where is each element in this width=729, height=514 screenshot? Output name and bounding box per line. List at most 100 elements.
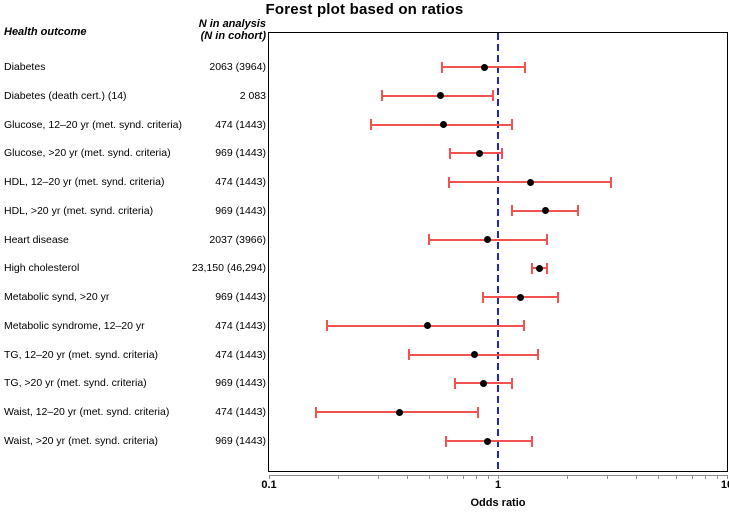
ci-cap-high — [523, 61, 526, 73]
point-estimate — [536, 264, 544, 272]
n-in-analysis-value: 969 (1443) — [215, 435, 266, 447]
ci-cap-low — [314, 406, 317, 418]
ci-cap-high — [577, 205, 580, 217]
x-axis-tick — [406, 475, 408, 479]
x-axis-tick — [607, 475, 609, 479]
x-axis-tick — [716, 475, 718, 479]
outcome-label: HDL, 12–20 yr (met. synd. criteria) — [4, 176, 165, 189]
x-axis-tick — [566, 475, 568, 479]
point-estimate — [480, 63, 488, 71]
ci-cap-high — [523, 320, 526, 332]
ci-cap-low — [408, 349, 411, 361]
point-estimate — [440, 121, 448, 129]
ci-cap-high — [491, 90, 494, 102]
ci-cap-low — [370, 119, 373, 131]
outcome-label: Metabolic syndrome, 12–20 yr — [4, 319, 145, 332]
n-in-analysis-value: 2 083 — [239, 89, 266, 102]
n-in-analysis-value: 474 (1443) — [215, 118, 266, 131]
outcome-label: Diabetes (death cert.) (14) — [4, 89, 127, 102]
x-axis-tick — [498, 475, 499, 479]
x-axis-title: Odds ratio — [470, 497, 526, 509]
x-axis-tick — [487, 475, 489, 479]
outcome-label: Waist, >20 yr (met. synd. criteria) — [4, 435, 158, 447]
outcome-label: Heart disease — [4, 233, 69, 246]
ci-cap-high — [546, 262, 549, 274]
x-tick-label-0.1: 0.1 — [261, 479, 277, 491]
x-axis-tick — [704, 475, 706, 479]
ci-cap-low — [447, 176, 450, 188]
outcome-label: Glucose, 12–20 yr (met. synd. criteria) — [4, 118, 182, 131]
chart-title: Forest plot based on ratios — [265, 1, 464, 18]
point-estimate — [484, 236, 492, 244]
n-in-analysis-value: 969 (1443) — [215, 377, 266, 390]
ci-cap-low — [380, 90, 383, 102]
outcome-label: High cholesterol — [4, 262, 80, 275]
x-axis-tick — [337, 475, 339, 479]
x-tick-label-1: 1 — [494, 479, 502, 491]
outcome-label: Diabetes — [4, 61, 46, 73]
n-in-analysis-value: 474 (1443) — [215, 406, 266, 419]
ci-cap-low — [510, 205, 513, 217]
x-axis-tick — [635, 475, 637, 479]
n-in-analysis-value: 2063 (3964) — [209, 61, 266, 73]
ci-cap-low — [326, 320, 329, 332]
x-axis-tick — [475, 475, 477, 479]
x-axis-tick — [429, 475, 431, 479]
point-estimate — [526, 178, 534, 186]
ci-cap-low — [444, 435, 447, 447]
x-axis-tick — [447, 475, 449, 479]
ci-cap-high — [545, 234, 548, 246]
point-estimate — [423, 322, 431, 330]
column-header-n-analysis: N in analysis — [198, 18, 266, 30]
x-axis-tick — [269, 475, 270, 479]
n-in-analysis-value: 474 (1443) — [215, 348, 266, 361]
column-header-health-outcome: Health outcome — [4, 26, 87, 38]
point-estimate — [484, 437, 492, 445]
ci-cap-high — [510, 119, 513, 131]
n-in-analysis-value: 474 (1443) — [215, 319, 266, 332]
x-axis-tick — [378, 475, 380, 479]
point-estimate — [475, 149, 483, 157]
x-tick-label-10: 10 — [720, 479, 729, 491]
outcome-label: TG, >20 yr (met. synd. criteria) — [4, 377, 147, 390]
x-axis-tick — [727, 475, 728, 479]
ci-cap-low — [441, 61, 444, 73]
ci-cap-low — [454, 377, 457, 389]
reference-line — [497, 33, 499, 471]
outcome-label: HDL, >20 yr (met. synd. criteria) — [4, 204, 154, 217]
n-in-analysis-value: 2037 (3966) — [209, 233, 266, 246]
x-axis-tick — [462, 475, 464, 479]
point-estimate — [436, 92, 444, 100]
ci-cap-high — [500, 147, 503, 159]
ci-cap-high — [510, 377, 513, 389]
n-in-analysis-value: 969 (1443) — [215, 204, 266, 217]
point-estimate — [479, 379, 487, 387]
ci-cap-high — [477, 406, 480, 418]
x-axis-tick — [676, 475, 678, 479]
ci-cap-low — [482, 291, 484, 303]
ci-cap-high — [531, 435, 534, 447]
outcome-label: Metabolic synd, >20 yr — [4, 291, 110, 304]
x-axis-tick — [658, 475, 660, 479]
point-estimate — [395, 408, 403, 416]
n-in-analysis-value: 969 (1443) — [215, 147, 266, 160]
ci-cap-high — [609, 176, 612, 188]
ci-cap-high — [537, 349, 540, 361]
ci-cap-high — [556, 291, 559, 303]
outcome-label: Waist, 12–20 yr (met. synd. criteria) — [4, 406, 170, 419]
plot-area — [268, 32, 728, 472]
column-header-n-cohort: (N in cohort) — [200, 30, 266, 42]
outcome-label: Glucose, >20 yr (met. synd. criteria) — [4, 147, 171, 160]
n-in-analysis-value: 969 (1443) — [215, 291, 266, 304]
point-estimate — [516, 293, 524, 301]
ci-cap-low — [531, 262, 534, 274]
n-in-analysis-value: 23,150 (46,294) — [191, 262, 266, 275]
x-axis-tick — [691, 475, 693, 479]
outcome-label: TG, 12–20 yr (met. synd. criteria) — [4, 348, 159, 361]
ci-cap-low — [428, 234, 431, 246]
ci-cap-low — [449, 147, 452, 159]
n-in-analysis-value: 474 (1443) — [215, 176, 266, 189]
point-estimate — [542, 207, 550, 215]
point-estimate — [471, 351, 479, 359]
